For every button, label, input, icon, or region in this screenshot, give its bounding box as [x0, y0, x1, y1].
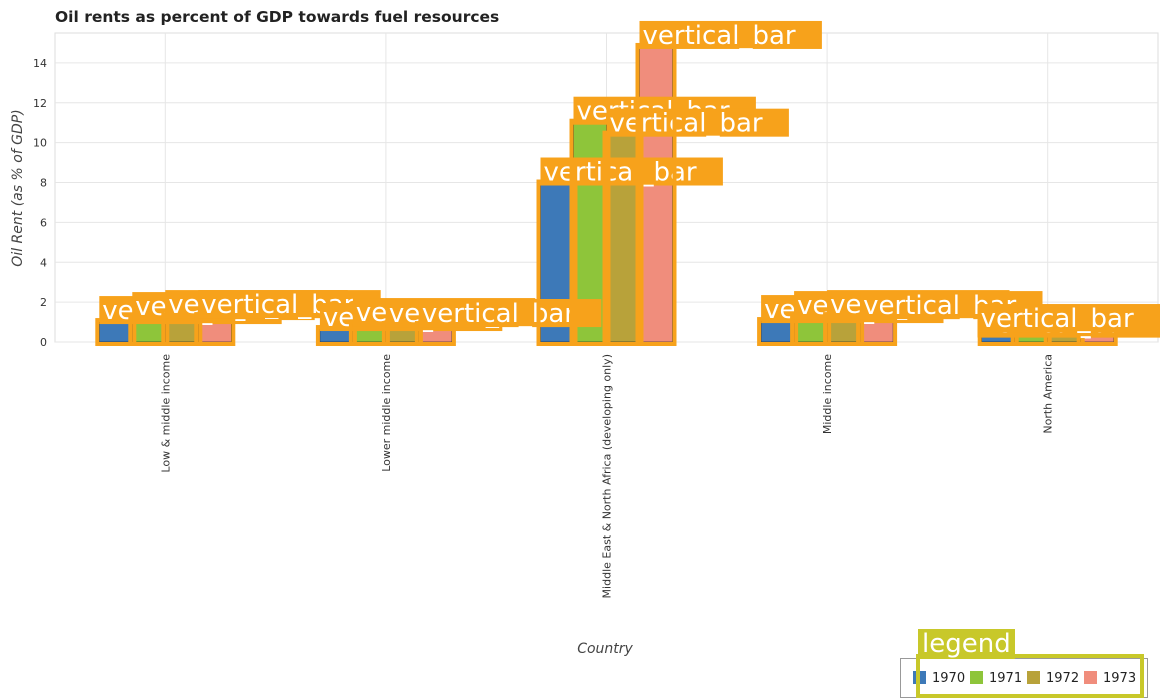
annotation-text: vertical_bar [643, 21, 796, 51]
legend-item-1972: 1972 [1027, 671, 1079, 686]
x-category-label: Lower middle income [380, 354, 393, 472]
y-tick-label: 8 [40, 177, 47, 190]
annotation-box [977, 304, 1160, 333]
y-tick-labels: 0 2 4 6 8 10 12 14 [33, 57, 47, 349]
y-tick-label: 10 [33, 137, 47, 150]
bar-1973 [639, 46, 673, 343]
legend: 1970 1971 1972 1973 [900, 658, 1148, 698]
annotation-text: vertical_bar [422, 299, 575, 329]
legend-swatch [970, 671, 983, 684]
y-tick-label: 4 [40, 256, 47, 269]
y-tick-label: 2 [40, 296, 47, 309]
legend-outline [916, 654, 1144, 698]
legend-swatch [1084, 671, 1097, 684]
y-axis-label: Oil Rent (as % of GDP) [10, 109, 26, 266]
legend-tag: legend [918, 629, 1015, 659]
x-category-label: Middle East & North Africa (developing o… [601, 354, 614, 598]
y-tick-label: 12 [33, 97, 47, 110]
x-axis-label: Country [577, 641, 633, 657]
legend-label: 1972 [1046, 671, 1080, 686]
x-category-label: Low & middle income [159, 354, 172, 473]
legend-item-1973: 1973 [1084, 671, 1136, 686]
annotation-text: vertical_bar [544, 158, 697, 188]
legend-swatch [1027, 671, 1040, 684]
legend-label: 1970 [932, 671, 966, 686]
y-tick-label: 14 [33, 57, 47, 70]
chart-title: Oil rents as percent of GDP towards fuel… [55, 8, 500, 26]
x-category-label: North America [1042, 354, 1055, 434]
x-category-label: Middle income [821, 354, 834, 434]
annotation-text: vertical_bar [610, 109, 763, 139]
y-tick-label: 0 [40, 336, 47, 349]
legend-label: 1973 [1103, 671, 1137, 686]
legend-item-1971: 1971 [970, 671, 1022, 686]
x-category-labels: Low & middle income Lower middle income Mi… [159, 354, 1054, 599]
y-tick-label: 6 [40, 216, 47, 229]
annotations-layer: vertical_bar vertical_barvertical_barvert… [95, 20, 1160, 347]
legend-label: 1971 [989, 671, 1023, 686]
annotation-box [639, 20, 822, 49]
annotation-text: vertical_bar [981, 304, 1134, 334]
